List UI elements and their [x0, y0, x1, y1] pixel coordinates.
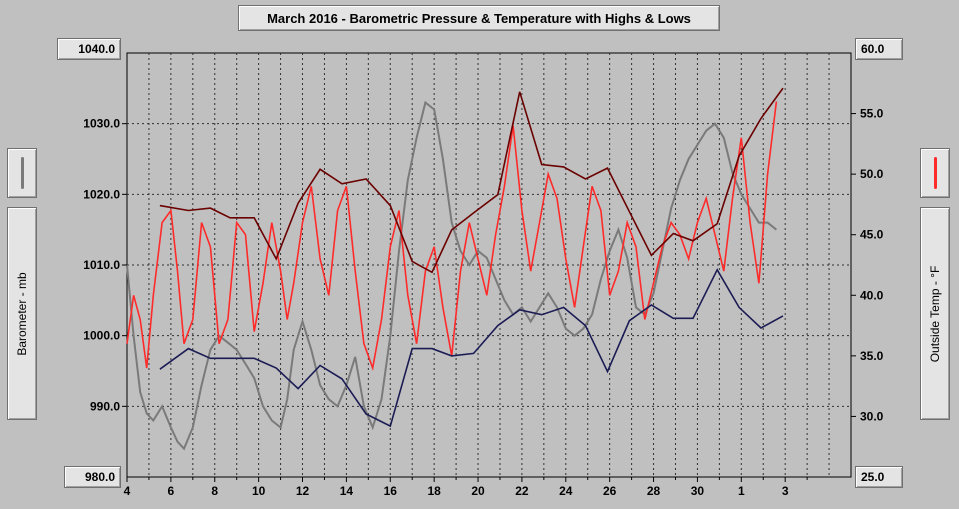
x-tick-label: 26 — [603, 484, 617, 498]
temperature-low-line — [159, 268, 784, 428]
temperature-axis-legend[interactable]: Outside Temp - °F — [920, 207, 950, 420]
axis-ticks: 4 6 8 10 12 14 16 18 20 22 24 26 28 30 1 3 1030.0 1020.0 1… — [83, 107, 883, 498]
y-left-max-label: 1040.0 — [57, 38, 121, 60]
y-right-tick-label: 45.0 — [860, 228, 884, 242]
x-tick-label: 28 — [647, 484, 661, 498]
x-tick-label: 30 — [691, 484, 705, 498]
temperature-line-icon — [934, 157, 937, 189]
temperature-line — [126, 101, 778, 372]
x-tick-label: 14 — [340, 484, 354, 498]
y-right-tick-label: 35.0 — [860, 349, 884, 363]
temperature-high-line — [159, 87, 784, 274]
x-tick-label: 6 — [168, 484, 175, 498]
temperature-layer — [126, 101, 778, 372]
chart-title: March 2016 - Barometric Pressure & Tempe… — [238, 5, 720, 31]
y-left-min-label: 980.0 — [64, 466, 121, 488]
barometer-legend-swatch[interactable] — [7, 148, 37, 198]
x-tick-label: 8 — [211, 484, 218, 498]
y-left-tick-label: 1010.0 — [83, 258, 120, 272]
barometer-axis-legend[interactable]: Barometer - mb — [7, 207, 37, 420]
x-tick-label: 16 — [384, 484, 398, 498]
grid — [127, 53, 851, 477]
x-tick-label: 4 — [124, 484, 131, 498]
x-tick-label: 10 — [252, 484, 266, 498]
barometer-line-icon — [21, 157, 24, 189]
temperature-axis-label: Outside Temp - °F — [928, 265, 942, 362]
x-tick-label: 18 — [427, 484, 441, 498]
x-tick-label: 20 — [471, 484, 485, 498]
x-tick-label: 24 — [559, 484, 573, 498]
y-right-tick-label: 40.0 — [860, 288, 884, 302]
y-right-min-label: 25.0 — [855, 466, 903, 488]
y-right-tick-label: 30.0 — [860, 409, 884, 423]
barometer-axis-label: Barometer - mb — [15, 271, 29, 356]
temperature-legend-swatch[interactable] — [920, 148, 950, 198]
y-right-max-label: 60.0 — [855, 38, 903, 60]
y-left-tick-label: 1030.0 — [83, 117, 120, 131]
x-tick-label: 1 — [738, 484, 745, 498]
y-right-tick-label: 50.0 — [860, 167, 884, 181]
x-tick-label: 12 — [296, 484, 310, 498]
y-left-tick-label: 1000.0 — [83, 329, 120, 343]
y-right-tick-label: 55.0 — [860, 107, 884, 121]
x-tick-label: 22 — [515, 484, 529, 498]
y-left-tick-label: 990.0 — [90, 399, 120, 413]
high-low-layer — [159, 87, 784, 428]
x-tick-label: 3 — [782, 484, 789, 498]
y-left-tick-label: 1020.0 — [83, 187, 120, 201]
